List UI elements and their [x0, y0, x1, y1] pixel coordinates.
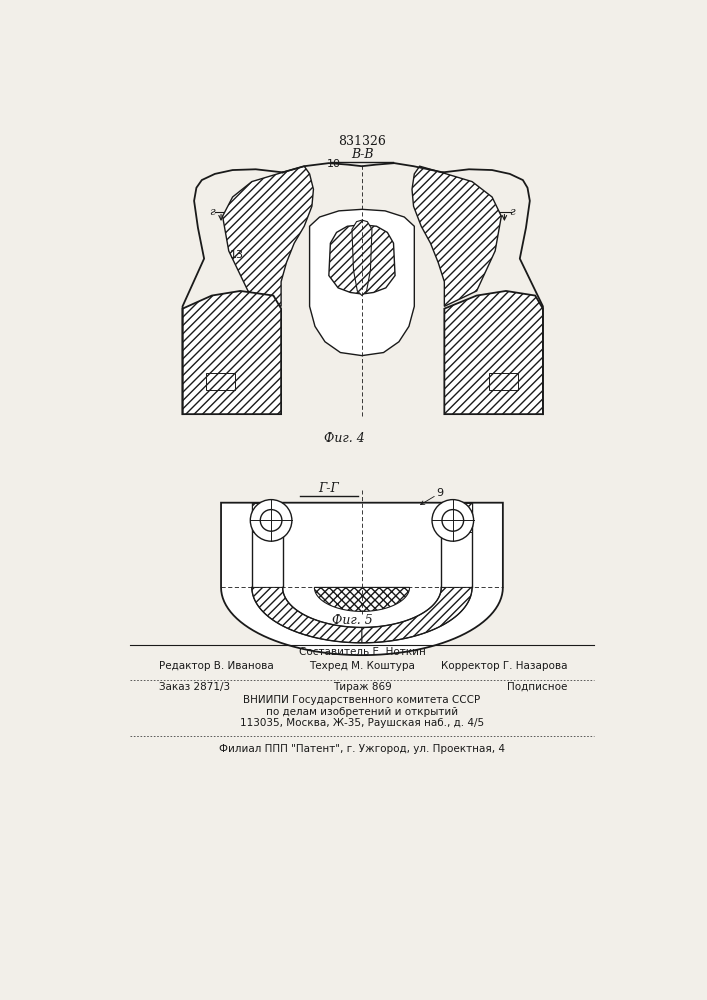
Polygon shape [329, 225, 395, 294]
Text: 7: 7 [518, 365, 525, 375]
Polygon shape [221, 503, 503, 655]
Circle shape [250, 500, 292, 541]
Text: Заказ 2871/3: Заказ 2871/3 [160, 682, 230, 692]
Text: Тираж 869: Тираж 869 [332, 682, 392, 692]
Text: 4: 4 [530, 346, 538, 356]
Text: 10: 10 [327, 159, 341, 169]
Polygon shape [412, 166, 501, 306]
Polygon shape [441, 503, 472, 532]
Text: г: г [209, 207, 215, 217]
Polygon shape [352, 220, 372, 296]
Text: Филиал ППП "Патент", г. Ужгород, ул. Проектная, 4: Филиал ППП "Патент", г. Ужгород, ул. Про… [219, 744, 505, 754]
Text: Техред М. Коштура: Техред М. Коштура [309, 661, 415, 671]
Text: по делам изобретений и открытий: по делам изобретений и открытий [266, 707, 458, 717]
Polygon shape [444, 291, 543, 414]
Text: Фиг. 5: Фиг. 5 [332, 614, 373, 627]
Text: Составитель Е. Ноткин: Составитель Е. Ноткин [298, 647, 426, 657]
Polygon shape [252, 503, 283, 532]
Text: Г-Г: Г-Г [318, 482, 339, 495]
Circle shape [260, 510, 282, 531]
Text: Корректор Г. Назарова: Корректор Г. Назарова [441, 661, 568, 671]
Polygon shape [252, 587, 362, 643]
Text: В-В: В-В [351, 148, 373, 161]
Text: Фиг. 4: Фиг. 4 [324, 432, 365, 445]
Text: 831326: 831326 [338, 135, 386, 148]
Polygon shape [223, 166, 313, 306]
Circle shape [442, 510, 464, 531]
Polygon shape [206, 373, 235, 389]
Text: г: г [509, 207, 515, 217]
Text: 13: 13 [230, 250, 244, 260]
Polygon shape [310, 209, 414, 356]
Polygon shape [182, 291, 281, 414]
Polygon shape [315, 587, 409, 611]
Text: Подписное: Подписное [507, 682, 568, 692]
Text: 9: 9 [437, 488, 444, 498]
Circle shape [432, 500, 474, 541]
Polygon shape [362, 587, 472, 643]
Text: 113035, Москва, Ж-35, Раушская наб., д. 4/5: 113035, Москва, Ж-35, Раушская наб., д. … [240, 718, 484, 728]
Text: ВНИИПИ Государственного комитета СССР: ВНИИПИ Государственного комитета СССР [243, 695, 481, 705]
Text: Редактор В. Иванова: Редактор В. Иванова [160, 661, 274, 671]
Polygon shape [489, 373, 518, 389]
